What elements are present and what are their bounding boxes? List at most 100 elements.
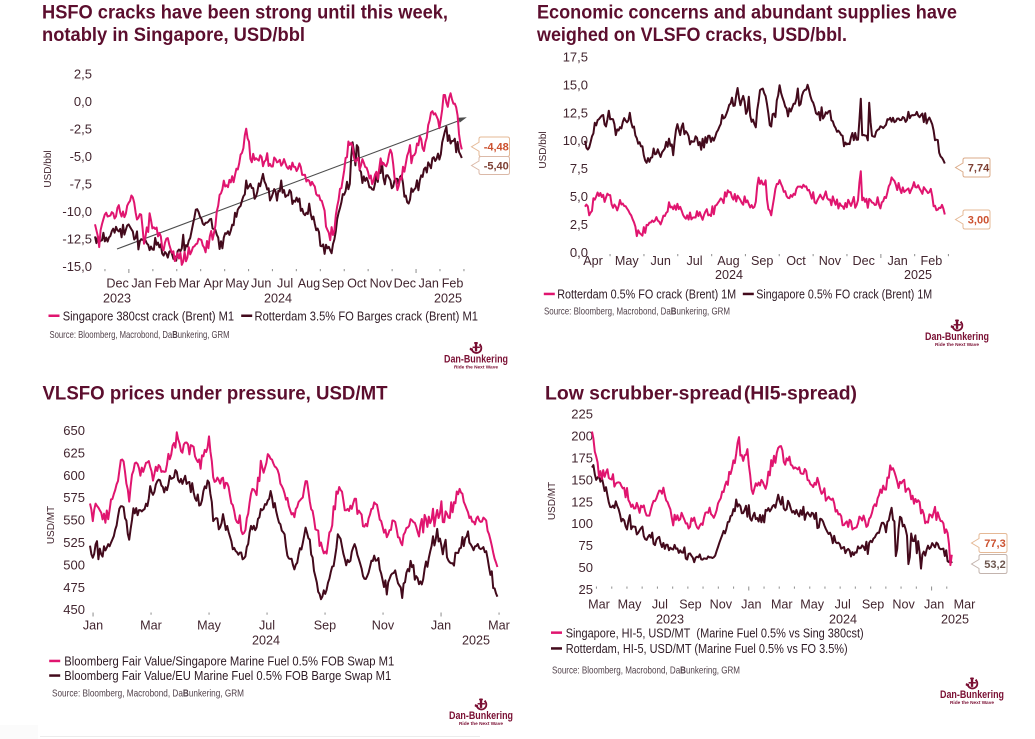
- svg-text:Jul: Jul: [652, 598, 668, 612]
- svg-text:May: May: [800, 598, 824, 612]
- svg-text:Dan‐Bunkering: Dan‐Bunkering: [444, 353, 508, 365]
- svg-text:Rotterdam 0.5% FO crack (Brent: Rotterdam 0.5% FO crack (Brent) 1M: [557, 287, 736, 302]
- svg-text:Source: Bloomberg, Macrobond,: Source: Bloomberg, Macrobond, DaBunkerin…: [544, 307, 730, 318]
- svg-text:25: 25: [579, 582, 593, 597]
- svg-text:5,0: 5,0: [570, 189, 588, 204]
- svg-text:-4,48: -4,48: [484, 142, 509, 154]
- svg-text:Jul: Jul: [686, 254, 702, 268]
- svg-text:USD/MT: USD/MT: [46, 506, 57, 544]
- svg-text:Feb: Feb: [155, 276, 177, 290]
- svg-text:Jan: Jan: [83, 619, 103, 633]
- svg-text:600: 600: [63, 468, 85, 483]
- svg-text:525: 525: [63, 535, 85, 550]
- svg-text:2025: 2025: [434, 291, 462, 305]
- svg-text:Singapore, HI-5, USD/MT (Mari: Singapore, HI-5, USD/MT (Marine Fuel 0.5…: [566, 625, 864, 640]
- svg-text:15,0: 15,0: [563, 77, 588, 92]
- svg-text:Aug: Aug: [717, 254, 739, 268]
- svg-text:575: 575: [63, 490, 85, 505]
- svg-text:2024: 2024: [252, 634, 280, 648]
- svg-text:-12,5: -12,5: [62, 232, 92, 247]
- svg-text:Jan: Jan: [924, 598, 944, 612]
- svg-text:May: May: [618, 598, 642, 612]
- svg-text:May: May: [615, 254, 639, 268]
- svg-text:Nov: Nov: [710, 598, 733, 612]
- svg-text:Jun: Jun: [651, 254, 671, 268]
- svg-text:150: 150: [571, 472, 593, 487]
- svg-text:2,5: 2,5: [570, 217, 588, 232]
- svg-text:-5,40: -5,40: [484, 160, 509, 172]
- svg-text:Oct: Oct: [786, 254, 806, 268]
- svg-text:12,5: 12,5: [563, 105, 588, 120]
- svg-text:-5,0: -5,0: [70, 149, 92, 164]
- svg-text:USD/bbl: USD/bbl: [538, 131, 549, 168]
- svg-text:625: 625: [63, 445, 85, 460]
- svg-text:2024: 2024: [715, 268, 743, 282]
- svg-text:500: 500: [63, 557, 85, 572]
- svg-text:Sep: Sep: [322, 276, 344, 290]
- svg-text:200: 200: [571, 428, 593, 443]
- svg-text:Mar: Mar: [954, 598, 976, 612]
- svg-text:17,5: 17,5: [563, 50, 588, 65]
- svg-text:Sep: Sep: [314, 619, 336, 633]
- svg-text:Dan‐Bunkering: Dan‐Bunkering: [449, 710, 513, 722]
- svg-text:Ride the Next Wave: Ride the Next Wave: [459, 721, 503, 727]
- svg-text:Apr: Apr: [583, 254, 603, 268]
- svg-text:Singapore 0.5% FO crack (Brent: Singapore 0.5% FO crack (Brent) 1M: [756, 287, 932, 302]
- svg-text:2024: 2024: [829, 613, 857, 627]
- svg-text:Low scrubber-spread (HI5-sprea: Low scrubber-spread (HI5-spread): [545, 383, 857, 405]
- svg-text:2023: 2023: [103, 291, 131, 305]
- svg-text:Jul: Jul: [259, 619, 275, 633]
- svg-text:Oct: Oct: [347, 276, 367, 290]
- svg-text:Source: Bloomberg, Macrobond,: Source: Bloomberg, Macrobond, DaBunkerin…: [52, 689, 244, 700]
- svg-text:Dec: Dec: [106, 276, 128, 290]
- svg-text:Apr: Apr: [203, 276, 223, 290]
- svg-text:notably in Singapore, USD/bbl: notably in Singapore, USD/bbl: [42, 24, 305, 46]
- svg-text:Rotterdam 3.5% FO Barges crack: Rotterdam 3.5% FO Barges crack (Brent) M…: [255, 308, 479, 323]
- svg-text:Jul: Jul: [835, 598, 851, 612]
- svg-text:Mar: Mar: [588, 598, 610, 612]
- svg-text:Mar: Mar: [771, 598, 793, 612]
- svg-text:Sep: Sep: [679, 598, 701, 612]
- svg-text:Dec: Dec: [394, 276, 416, 290]
- svg-text:175: 175: [571, 450, 593, 465]
- svg-text:weighed on VLSFO cracks, USD/b: weighed on VLSFO cracks, USD/bbl.: [536, 24, 847, 46]
- svg-text:Bloomberg Fair Value/EU Marine: Bloomberg Fair Value/EU Marine Fuel 0.5%…: [64, 668, 391, 683]
- svg-text:USD/MT: USD/MT: [547, 482, 558, 520]
- svg-text:Jan: Jan: [431, 619, 451, 633]
- svg-text:100: 100: [571, 516, 593, 531]
- svg-text:50: 50: [579, 560, 593, 575]
- svg-text:Source: Bloomberg, Macrobond,: Source: Bloomberg, Macrobond, DaBunkerin…: [552, 666, 740, 677]
- svg-text:475: 475: [63, 580, 85, 595]
- svg-text:Mar: Mar: [179, 276, 201, 290]
- svg-text:Jul: Jul: [277, 276, 293, 290]
- svg-text:Sep: Sep: [751, 254, 773, 268]
- svg-text:125: 125: [571, 494, 593, 509]
- svg-text:Aug: Aug: [298, 276, 320, 290]
- svg-text:Nov: Nov: [892, 598, 915, 612]
- svg-text:Nov: Nov: [372, 619, 395, 633]
- svg-text:2025: 2025: [462, 634, 490, 648]
- svg-text:-15,0: -15,0: [62, 259, 92, 274]
- svg-text:Dan‐Bunkering: Dan‐Bunkering: [940, 689, 1004, 701]
- svg-text:HSFO cracks have been strong u: HSFO cracks have been strong until this …: [42, 2, 448, 24]
- svg-text:Bloomberg Fair Value/Singapore: Bloomberg Fair Value/Singapore Marine Fu…: [64, 654, 394, 669]
- svg-text:Ride the Next Wave: Ride the Next Wave: [935, 342, 979, 348]
- svg-text:Rotterdam, HI-5, USD/MT (Marin: Rotterdam, HI-5, USD/MT (Marine Fuel 0.5…: [566, 641, 848, 656]
- svg-text:Ride the Next Wave: Ride the Next Wave: [454, 364, 498, 370]
- svg-text:7,5: 7,5: [570, 161, 588, 176]
- svg-text:Dan‐Bunkering: Dan‐Bunkering: [925, 331, 989, 343]
- svg-text:0,0: 0,0: [570, 245, 588, 260]
- svg-text:Mar: Mar: [488, 619, 510, 633]
- svg-text:10,0: 10,0: [563, 133, 588, 148]
- svg-text:Economic concerns and abundant: Economic concerns and abundant supplies …: [537, 2, 957, 24]
- svg-text:VLSFO prices under pressure, U: VLSFO prices under pressure, USD/MT: [43, 383, 388, 405]
- svg-text:225: 225: [571, 407, 593, 422]
- svg-text:-10,0: -10,0: [62, 204, 92, 219]
- svg-text:Singapore 380cst crack (Brent): Singapore 380cst crack (Brent) M1: [63, 308, 234, 323]
- svg-text:3,00: 3,00: [968, 214, 989, 226]
- svg-text:2,5: 2,5: [74, 67, 92, 82]
- svg-text:75: 75: [579, 538, 593, 553]
- svg-text:-7,5: -7,5: [70, 177, 92, 192]
- svg-text:2024: 2024: [264, 291, 292, 305]
- svg-text:Ride the Next Wave: Ride the Next Wave: [950, 700, 994, 706]
